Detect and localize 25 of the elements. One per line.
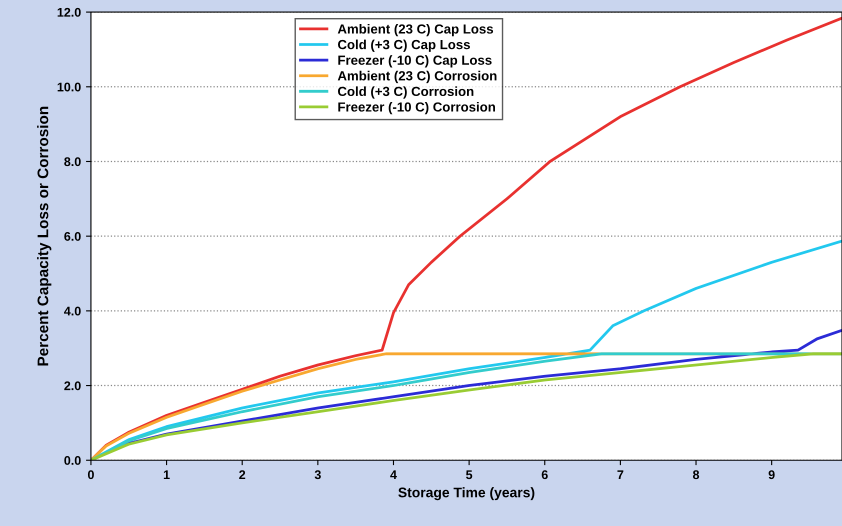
x-tick-label: 3 [314,470,321,480]
x-tick-label: 5 [466,470,472,480]
legend-label: Ambient (23 C) Cap Loss [338,24,494,36]
y-tick-label: 12.0 [58,8,81,17]
legend-label: Freezer (-10 C) Cap Loss [338,55,492,68]
legend-label: Ambient (23 C) Corrosion [338,70,496,84]
y-tick-label: 6.0 [64,232,81,241]
x-tick-label: 9 [768,470,775,480]
x-tick-label: 8 [692,470,700,480]
legend-label: Cold (+3 C) Corrosion [338,86,474,99]
x-tick-label: 2 [239,470,246,480]
y-axis-title: Percent Capacity Loss or Corrosion [37,106,52,366]
y-tick-label: 10.0 [58,82,81,92]
x-axis-title: Storage Time (years) [398,487,534,500]
x-tick-label: 0 [88,470,94,480]
legend-label: Cold (+3 C) Cap Loss [338,40,470,52]
x-tick-label: 6 [542,470,548,480]
y-tick-label: 8.0 [64,157,81,166]
x-tick-label: 1 [164,470,170,480]
y-tick-label: 4.0 [64,306,81,316]
y-tick-label: 2.0 [64,381,81,390]
x-tick-label: 4 [390,470,397,480]
legend-label: Freezer (-10 C) Corrosion [338,102,495,114]
x-tick-label: 7 [617,470,624,480]
y-tick-label: 0.0 [64,456,81,465]
